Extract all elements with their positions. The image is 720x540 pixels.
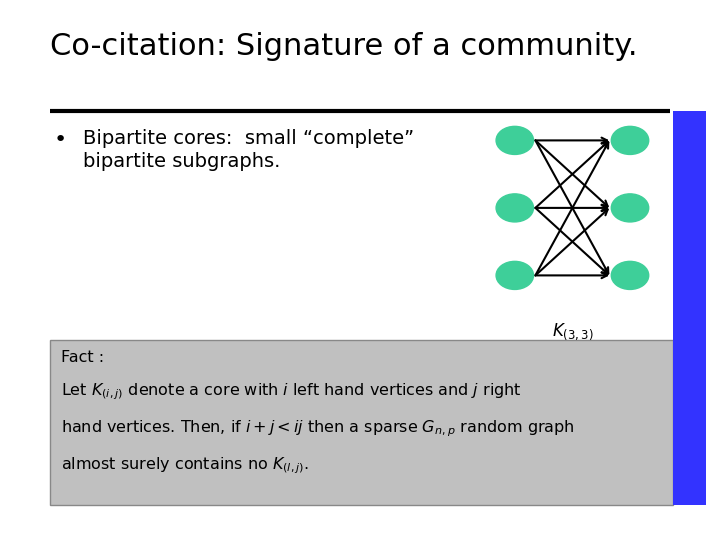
- Text: Co-citation: Signature of a community.: Co-citation: Signature of a community.: [50, 32, 638, 62]
- Circle shape: [611, 126, 649, 154]
- Bar: [673, 111, 706, 505]
- Circle shape: [611, 261, 649, 289]
- Text: •: •: [54, 130, 67, 150]
- Circle shape: [611, 194, 649, 222]
- Circle shape: [496, 261, 534, 289]
- Text: $K_{(3,3)}$: $K_{(3,3)}$: [552, 321, 593, 342]
- Text: hand vertices. Then, if $i + j < ij$ then a sparse $G_{n,p}$ random graph: hand vertices. Then, if $i + j < ij$ the…: [61, 418, 575, 439]
- Text: Fact :: Fact :: [61, 350, 104, 365]
- Text: Bipartite cores:  small “complete”: Bipartite cores: small “complete”: [83, 129, 414, 147]
- Circle shape: [496, 194, 534, 222]
- Text: bipartite subgraphs.: bipartite subgraphs.: [83, 152, 280, 171]
- Text: almost surely contains no $K_{(l,j)}$.: almost surely contains no $K_{(l,j)}$.: [61, 455, 310, 476]
- Circle shape: [496, 126, 534, 154]
- Bar: [50, 340, 673, 505]
- Text: Let $K_{(i,j)}$ denote a core with $i$ left hand vertices and $j$ right: Let $K_{(i,j)}$ denote a core with $i$ l…: [61, 381, 522, 402]
